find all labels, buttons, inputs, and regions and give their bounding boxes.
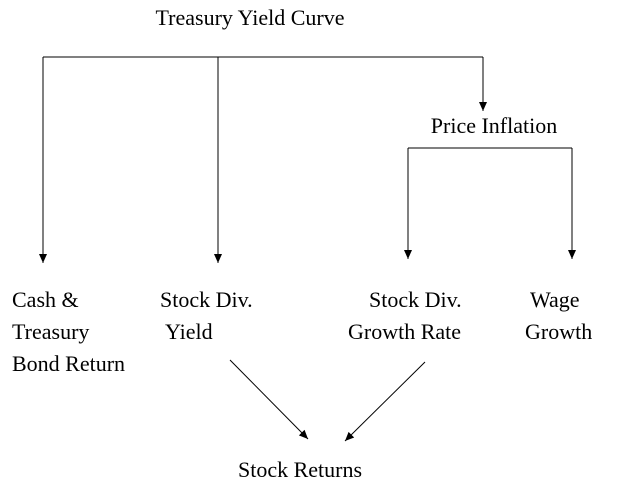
node-label: Price Inflation	[431, 113, 557, 138]
node-label: Stock Div.	[369, 287, 462, 312]
node-label: Treasury	[12, 319, 89, 344]
node-label: Wage	[530, 287, 580, 312]
node-label: Yield	[165, 319, 213, 344]
arrow	[344, 361, 426, 442]
diagram-title: Treasury Yield Curve	[155, 5, 344, 30]
node-label: Bond Return	[12, 351, 125, 376]
node-label: Stock Returns	[238, 457, 362, 482]
node-label: Growth	[525, 319, 592, 344]
node-label: Growth Rate	[348, 319, 461, 344]
node-label: Cash &	[12, 287, 79, 312]
arrow	[229, 359, 309, 440]
node-label: Stock Div.	[160, 287, 253, 312]
